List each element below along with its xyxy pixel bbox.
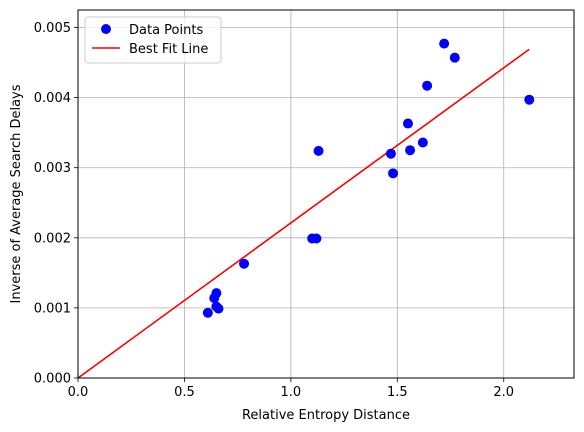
data-point xyxy=(311,234,321,244)
data-point xyxy=(388,168,398,178)
x-tick-label: 2.0 xyxy=(493,385,514,400)
data-point xyxy=(422,81,432,91)
data-point xyxy=(439,39,449,49)
legend: Data Points Best Fit Line xyxy=(85,17,221,63)
plot-background xyxy=(78,10,574,378)
y-tick-labels: 0.000 0.001 0.002 0.003 0.004 0.005 xyxy=(34,21,71,386)
legend-label-best-fit-line: Best Fit Line xyxy=(129,42,208,57)
legend-label-data-points: Data Points xyxy=(129,23,203,38)
legend-marker-data-points xyxy=(101,24,111,34)
y-tick-label: 0.005 xyxy=(34,21,71,36)
data-point xyxy=(418,137,428,147)
data-point xyxy=(213,304,223,314)
y-tick-label: 0.001 xyxy=(34,301,71,316)
data-point xyxy=(211,288,221,298)
x-tick-label: 0.5 xyxy=(174,385,195,400)
data-point xyxy=(203,308,213,318)
x-tick-labels: 0.0 0.5 1.0 1.5 2.0 xyxy=(68,385,514,400)
y-tick-label: 0.002 xyxy=(34,231,71,246)
data-point xyxy=(403,119,413,129)
y-tick-label: 0.004 xyxy=(34,91,71,106)
x-axis-label: Relative Entropy Distance xyxy=(242,408,410,423)
data-point xyxy=(524,95,534,105)
x-tick-label: 1.5 xyxy=(387,385,408,400)
data-point xyxy=(386,149,396,159)
data-point xyxy=(314,146,324,156)
x-tick-label: 1.0 xyxy=(281,385,302,400)
y-tick-label: 0.003 xyxy=(34,161,71,176)
data-point xyxy=(405,145,415,155)
x-tick-label: 0.0 xyxy=(68,385,89,400)
y-tick-label: 0.000 xyxy=(34,372,71,387)
y-axis-label: Inverse of Average Search Delays xyxy=(9,84,24,303)
data-point xyxy=(450,53,460,63)
data-point xyxy=(239,259,249,269)
